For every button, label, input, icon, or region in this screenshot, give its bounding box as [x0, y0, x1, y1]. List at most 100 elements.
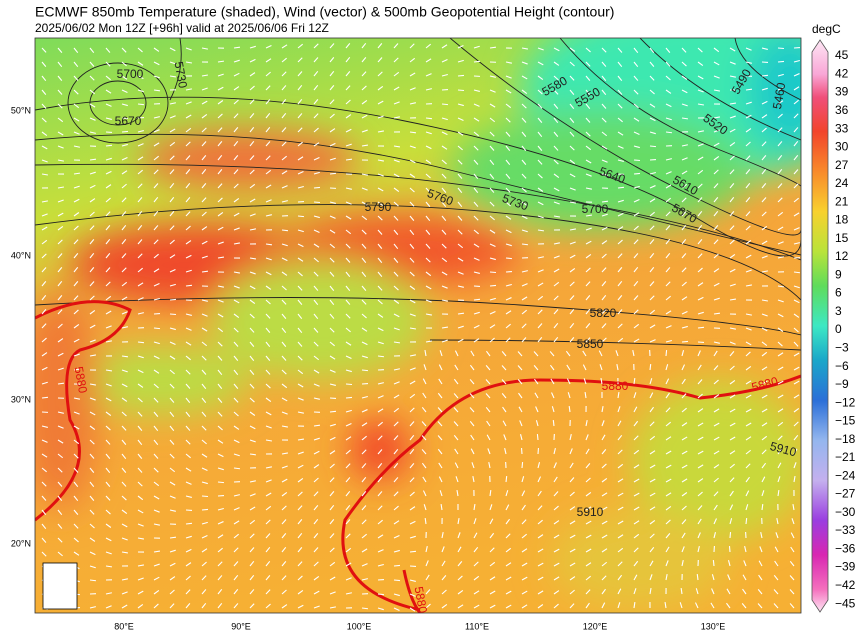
wind-arrow — [441, 187, 447, 193]
wind-arrow — [793, 127, 799, 133]
wind-arrow — [505, 257, 513, 260]
wind-arrow — [569, 47, 576, 52]
wind-arrow — [697, 183, 703, 189]
wind-arrow — [729, 239, 735, 245]
wind-arrow — [201, 313, 208, 317]
wind-arrow — [121, 281, 128, 287]
wind-arrow — [361, 100, 368, 105]
wind-arrow — [153, 129, 160, 133]
wind-arrow — [456, 489, 459, 497]
wind-arrow — [742, 588, 747, 595]
wind-arrow — [585, 75, 591, 81]
wind-arrow — [185, 535, 192, 539]
wind-arrow — [617, 492, 624, 497]
wind-arrow — [153, 297, 160, 301]
wind-arrow — [137, 383, 144, 388]
wind-arrow — [617, 186, 625, 189]
wind-arrow — [153, 590, 160, 595]
wind-arrow — [649, 198, 656, 203]
wind-arrow — [89, 295, 95, 301]
wind-arrow — [473, 159, 479, 165]
wind-arrow — [665, 47, 671, 53]
wind-arrow — [437, 407, 443, 413]
wind-arrow — [265, 425, 272, 429]
wind-arrow — [729, 504, 734, 511]
wind-arrow — [681, 450, 688, 455]
contour-label: 5700 — [582, 202, 609, 216]
wind-arrow — [585, 89, 591, 96]
wind-arrow — [41, 173, 49, 176]
wind-arrow — [681, 238, 687, 245]
wind-arrow — [409, 87, 416, 91]
colorbar-label: −12 — [835, 395, 856, 409]
wind-arrow — [697, 532, 701, 539]
wind-arrow — [457, 338, 464, 343]
wind-arrow — [73, 523, 79, 529]
wind-arrow — [297, 313, 303, 320]
contour-label: 5700 — [117, 67, 144, 81]
wind-arrow — [41, 75, 47, 82]
wind-arrow — [361, 341, 368, 346]
wind-arrow — [201, 561, 207, 567]
wind-arrow — [329, 70, 335, 77]
wind-arrow — [585, 534, 592, 539]
wind-arrow — [744, 546, 747, 553]
wind-arrow — [153, 495, 160, 500]
wind-arrow — [89, 158, 97, 161]
wind-arrow — [281, 200, 288, 203]
wind-arrow — [153, 142, 160, 147]
wind-arrow — [329, 113, 335, 119]
wind-arrow — [713, 394, 720, 399]
wind-arrow — [377, 71, 383, 77]
wind-arrow — [745, 436, 752, 441]
wind-arrow — [281, 71, 287, 77]
wind-arrow — [105, 184, 112, 189]
wind-arrow — [633, 560, 639, 567]
wind-arrow — [521, 117, 527, 123]
wind-arrow — [249, 411, 256, 416]
wind-arrow — [489, 229, 496, 234]
wind-arrow — [617, 61, 623, 68]
wind-arrow — [421, 421, 427, 427]
wind-arrow — [169, 268, 176, 273]
wind-arrow — [681, 532, 686, 539]
wind-arrow — [790, 532, 795, 539]
wind-arrow — [489, 604, 496, 609]
wind-arrow — [105, 383, 112, 387]
wind-arrow — [265, 199, 272, 203]
wind-arrow — [793, 434, 799, 441]
wind-arrow — [265, 285, 272, 290]
wind-arrow — [137, 467, 143, 473]
wind-arrow — [793, 212, 800, 217]
wind-arrow — [361, 129, 368, 133]
wind-arrow — [425, 173, 431, 179]
wind-arrow — [729, 518, 733, 525]
wind-arrow — [617, 145, 624, 149]
wind-arrow — [457, 243, 464, 249]
colorbar-label: 18 — [835, 213, 849, 227]
wind-arrow — [505, 75, 512, 79]
wind-arrow — [713, 239, 719, 245]
wind-arrow — [633, 47, 639, 54]
wind-arrow — [761, 341, 768, 347]
wind-arrow — [169, 196, 175, 203]
wind-arrow — [793, 421, 799, 427]
wind-arrow — [249, 574, 255, 581]
wind-arrow — [281, 478, 288, 483]
wind-arrow — [437, 421, 443, 427]
wind-arrow — [137, 143, 144, 147]
lon-label: 120°E — [583, 621, 608, 631]
wind-arrow — [665, 364, 669, 371]
wind-arrow — [105, 47, 111, 53]
wind-arrow — [73, 509, 79, 515]
wind-arrow — [297, 271, 303, 277]
wind-arrow — [521, 548, 528, 553]
wind-arrow — [425, 131, 432, 135]
wind-arrow — [297, 451, 304, 455]
wind-arrow — [409, 393, 416, 399]
wind-arrow — [469, 393, 475, 399]
wind-arrow — [777, 256, 784, 259]
wind-arrow — [553, 576, 560, 581]
wind-arrow — [377, 435, 383, 441]
wind-arrow — [729, 341, 736, 345]
